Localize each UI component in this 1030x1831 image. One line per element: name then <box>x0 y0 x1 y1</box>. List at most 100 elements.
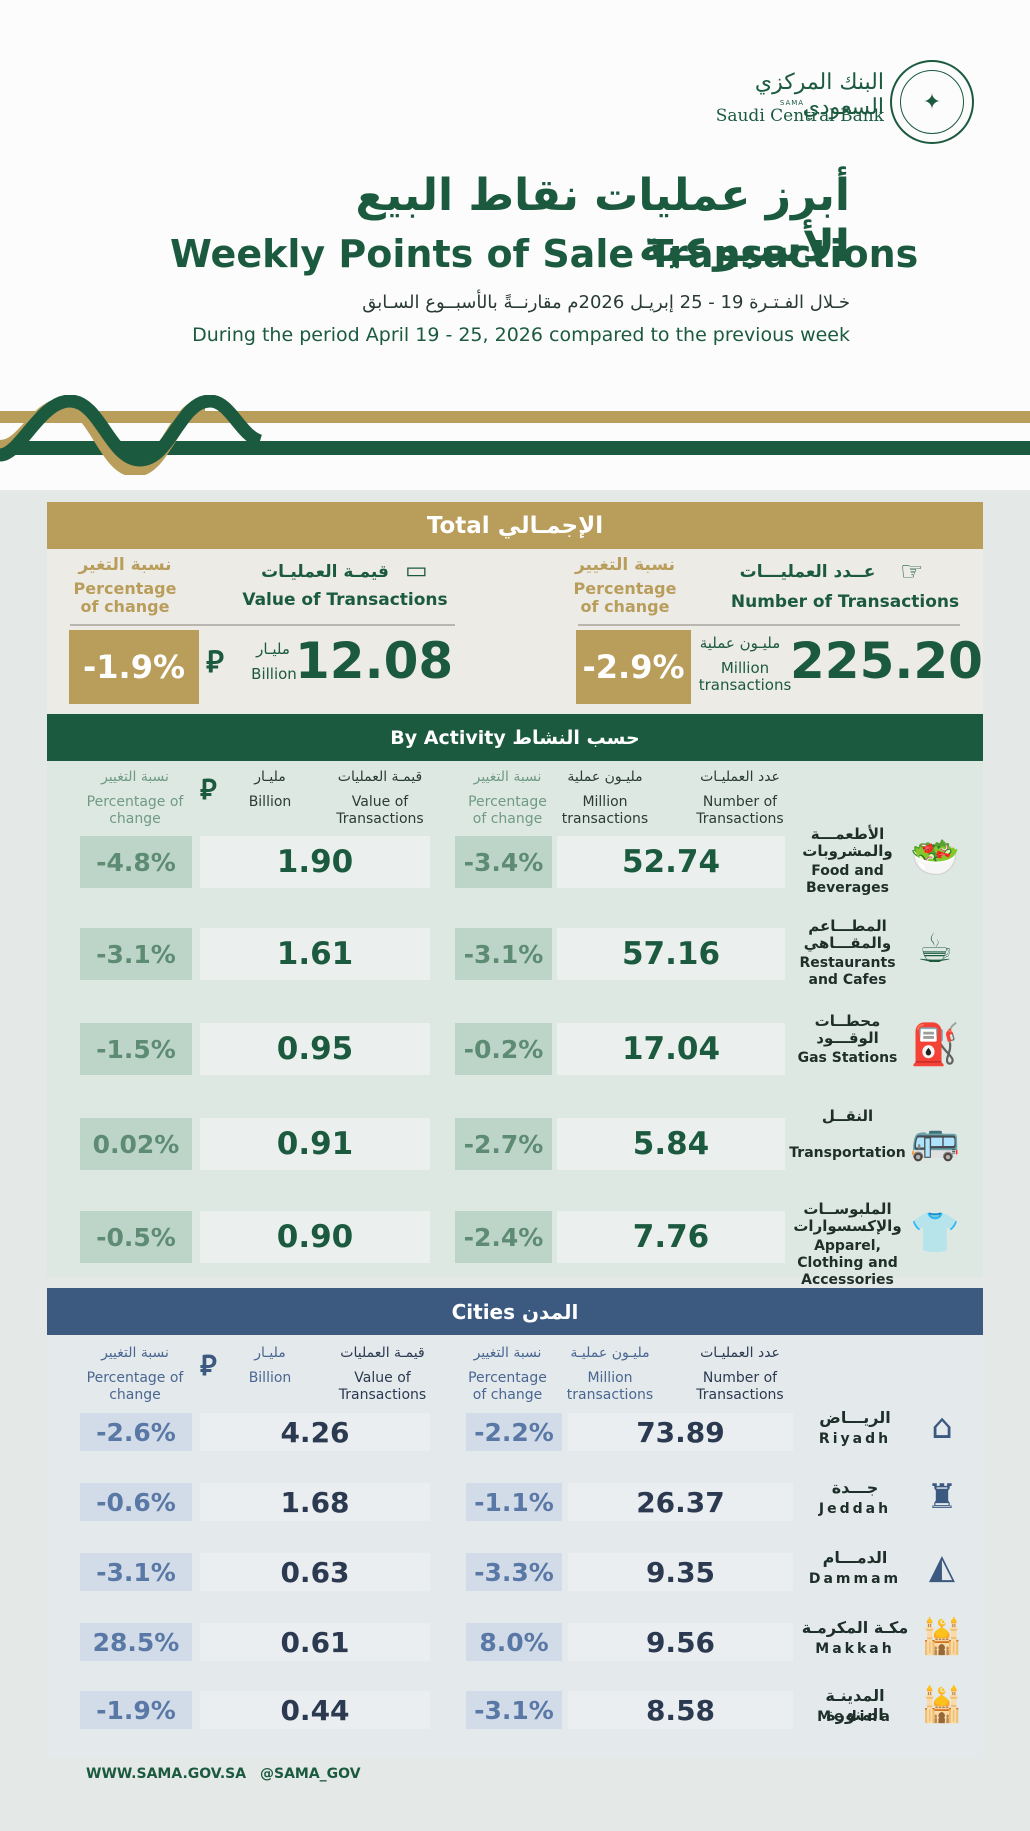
haram-mosque-icon: 🕌 <box>920 1617 964 1657</box>
act-header-val-ar: قيمـة العمليات <box>337 769 423 785</box>
act-header-bil-ar: مليـار <box>254 769 286 785</box>
palm-swords-icon: ✦ <box>900 70 964 134</box>
city-count-change: -3.1% <box>466 1691 562 1729</box>
city-label-ar: جـــدة <box>831 1478 879 1497</box>
act-header-mil-en: Million transactions <box>561 794 649 827</box>
city-count-change: -1.1% <box>466 1483 562 1521</box>
value-unit-ar: مليـار <box>256 640 290 658</box>
act-header-num-en: Number of Transactions <box>696 794 784 827</box>
value-total-value: 12.08 <box>295 632 454 690</box>
city-header-num-en: Number of Transactions <box>696 1370 784 1403</box>
social-handle[interactable]: @SAMA_GOV <box>260 1766 361 1782</box>
header-area <box>0 0 1030 490</box>
city-label-en: Dammam <box>808 1571 902 1587</box>
banknote-icon: ▭ <box>405 556 428 584</box>
activity-count-change: -2.7% <box>455 1118 552 1170</box>
number-total-value: 225.20 <box>790 632 983 690</box>
city-count: 73.89 <box>568 1413 793 1451</box>
act-header-num-ar: عدد العمليـات <box>700 769 780 785</box>
city-value-change: 28.5% <box>80 1623 192 1661</box>
value-pct-label-en: Percentage of change <box>73 579 177 616</box>
activity-label-en: Food and Beverages <box>806 863 889 896</box>
city-label-en: Jeddah <box>818 1501 892 1517</box>
activity-count-change: -2.4% <box>455 1211 552 1263</box>
activity-value-change: 0.02% <box>80 1118 192 1170</box>
number-pct-label-ar: نسبة التغيير <box>574 555 676 575</box>
sama-emblem <box>890 60 974 144</box>
card-hand-icon: ☞ <box>900 557 924 587</box>
city-value: 1.68 <box>200 1483 430 1521</box>
city-header-pct2-en: Percentage of change <box>86 1370 184 1403</box>
city-label-en: Riyadh <box>818 1431 892 1447</box>
activity-count: 57.16 <box>557 928 785 980</box>
activity-label-en: Restaurants and Cafes <box>799 955 896 988</box>
value-label-ar: قيمـة العمليـات <box>261 562 389 582</box>
riyal-symbol-icon: ⃁ <box>206 645 224 680</box>
city-header-val-ar: قيمـة العمليات <box>340 1345 425 1361</box>
activity-label-en: Apparel, Clothing and Accessories <box>797 1238 898 1288</box>
city-value: 4.26 <box>200 1413 430 1451</box>
city-value: 0.44 <box>200 1691 430 1729</box>
city-count: 9.35 <box>568 1553 793 1591</box>
city-count-change: -2.2% <box>466 1413 562 1451</box>
number-pct-label-en: Percentage of change <box>573 579 677 616</box>
value-pct-label-ar: نسبة التغير <box>78 555 172 575</box>
activity-value-change: -3.1% <box>80 928 192 980</box>
activity-label-ar: محطــات الوقـــود <box>814 1012 881 1047</box>
food-icon: 🥗 <box>910 835 960 881</box>
act-header-pct2-en: Percentage of change <box>86 794 184 827</box>
city-count: 9.56 <box>568 1623 793 1661</box>
activity-count: 52.74 <box>557 836 785 888</box>
number-unit-en: Million transactions <box>698 659 792 694</box>
city-label-en: Medina <box>817 1709 893 1725</box>
number-label-ar: عــدد العمليـــات <box>739 562 876 582</box>
activity-count-change: -3.4% <box>455 836 552 888</box>
activity-count-change: -0.2% <box>455 1023 552 1075</box>
period-subtitle-en: During the period April 19 - 25, 2026 co… <box>192 324 850 346</box>
divider <box>578 624 960 626</box>
decorative-band <box>0 395 1030 475</box>
city-header-bil-ar: مليـار <box>254 1345 286 1361</box>
riyal-symbol-icon: ⃁ <box>200 773 217 806</box>
website-link[interactable]: WWW.SAMA.GOV.SA <box>86 1766 247 1782</box>
city-header-pct2-ar: نسبة التغيير <box>101 1345 169 1361</box>
city-header-pct-en: Percentage of change <box>468 1370 547 1403</box>
total-section-header: Total الإجمـالي <box>47 502 983 549</box>
cities-section-header: Cities المدن <box>47 1288 983 1335</box>
value-label-en: Value of Transactions <box>242 590 448 610</box>
kingdom-tower-icon: ⌂ <box>931 1407 953 1447</box>
page-title-en: Weekly Points of Sale Transactions <box>170 232 919 276</box>
city-value-change: -3.1% <box>80 1553 192 1591</box>
act-header-pct2-ar: نسبة التغيير <box>101 769 169 785</box>
activity-title: By Activity حسب النشاط <box>390 726 640 749</box>
city-label-ar: المدينـة المنورة <box>825 1686 885 1724</box>
bus-car-icon: 🚌 <box>910 1117 960 1163</box>
number-label-en: Number of Transactions <box>730 592 960 612</box>
city-value: 0.63 <box>200 1553 430 1591</box>
coffee-icon: ☕ <box>917 926 953 972</box>
bank-abbr: SAMA <box>779 99 805 107</box>
divider <box>70 624 455 626</box>
city-label-ar: الدمـــام <box>822 1548 888 1567</box>
city-count: 8.58 <box>568 1691 793 1729</box>
city-header-bil-en: Billion <box>248 1370 292 1386</box>
cities-panel <box>47 1335 983 1758</box>
city-header-num-ar: عدد العمليـات <box>700 1345 780 1361</box>
activity-count: 7.76 <box>557 1211 785 1263</box>
activity-value: 0.91 <box>200 1118 430 1170</box>
prophet-mosque-icon: 🕌 <box>920 1685 964 1725</box>
bank-name-en: Saudi Central Bank <box>715 106 884 126</box>
water-tower-icon: ♜ <box>926 1477 958 1517</box>
city-header-val-en: Value of Transactions <box>338 1370 427 1403</box>
activity-value: 1.90 <box>200 836 430 888</box>
fuel-pump-icon: ⛽ <box>910 1022 960 1068</box>
city-value-change: -2.6% <box>80 1413 192 1451</box>
number-unit-ar: مليـون عملية <box>699 634 781 652</box>
activity-value-change: -1.5% <box>80 1023 192 1075</box>
value-unit-en: Billion <box>251 665 297 683</box>
cities-title: Cities المدن <box>451 1299 579 1324</box>
period-subtitle-ar: خـلال الفـتـرة 19 - 25 إبريـل 2026م مقار… <box>362 292 850 313</box>
page-title-ar: أبرز عمليات نقاط البيع الأسبوعية <box>355 170 850 272</box>
act-header-bil-en: Billion <box>248 794 292 810</box>
activity-value: 0.95 <box>200 1023 430 1075</box>
